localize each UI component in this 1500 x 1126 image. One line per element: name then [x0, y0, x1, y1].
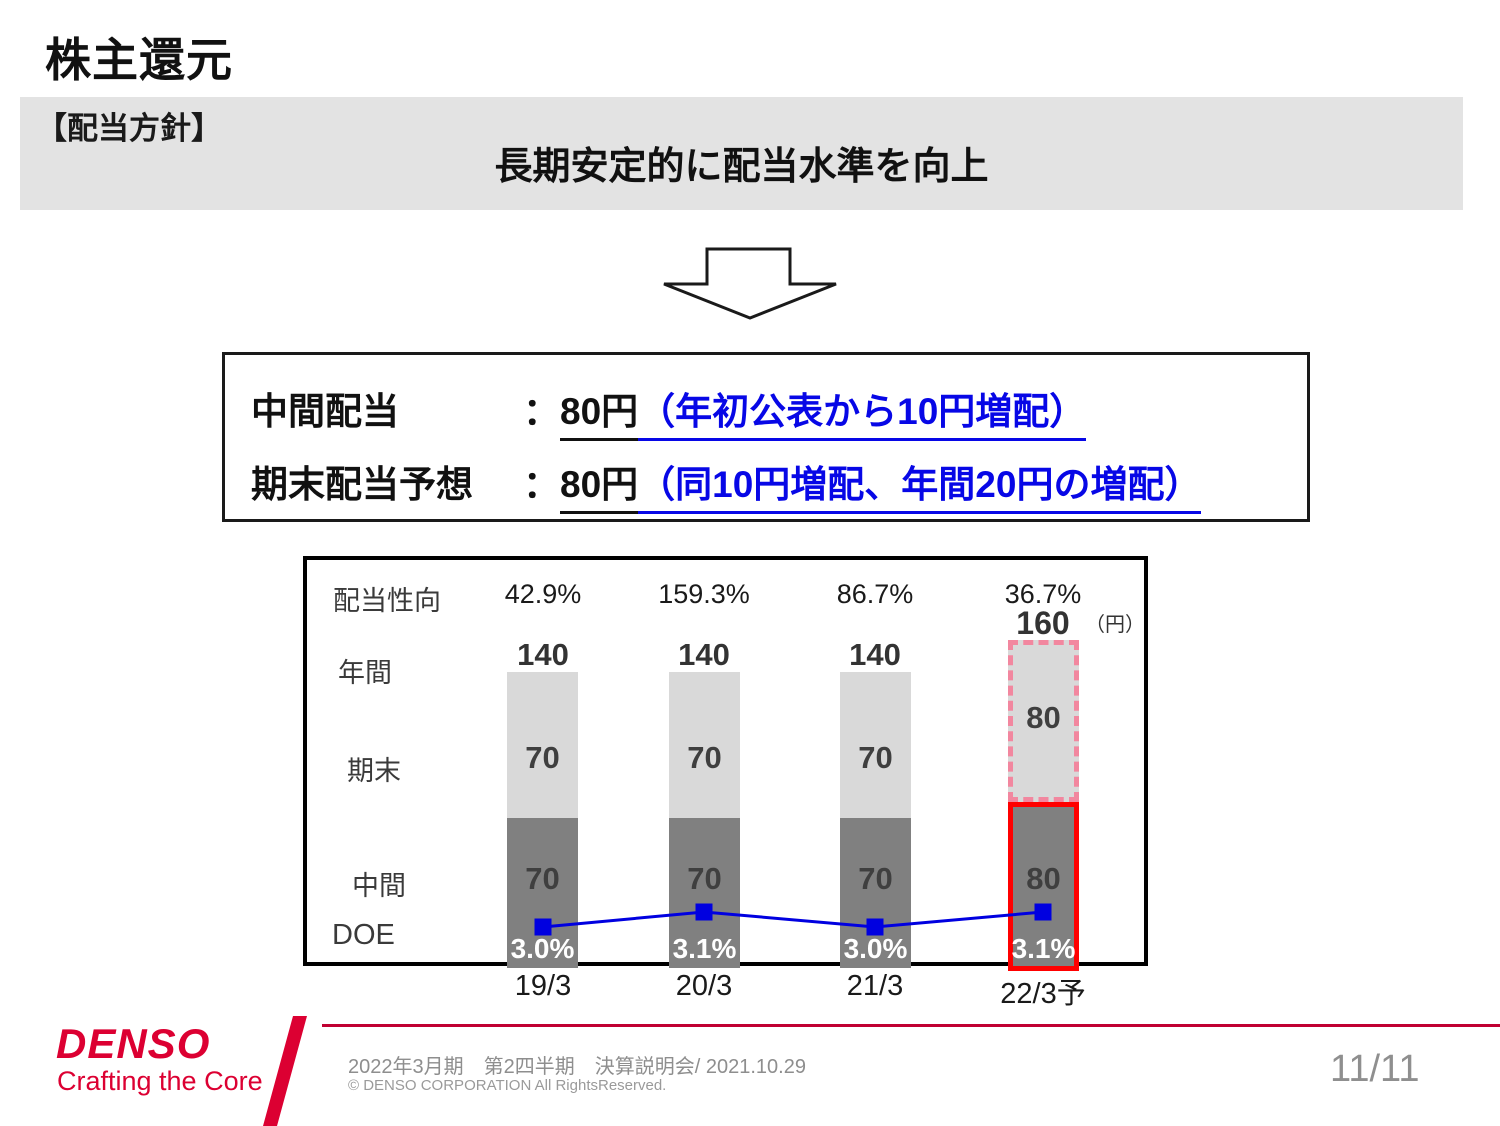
dividend-highlight-box: 中間配当： 80円 （年初公表から10円増配） 期末配当予想： 80円 （同10円増配、…: [222, 352, 1310, 522]
interim-value: 70: [687, 861, 722, 896]
bar-yearend-20-3: [669, 672, 740, 818]
yearend-value: 70: [858, 740, 893, 775]
policy-banner-label: 【配当方針】: [36, 111, 222, 146]
bar-yearend-22-3-forecast: [1008, 640, 1079, 802]
x-axis-label: 20/3: [675, 970, 733, 1002]
bar-yearend-21-3: [840, 672, 911, 818]
doe-value: 3.0%: [843, 933, 908, 964]
interim-dividend-note: （年初公表から10円増配）: [638, 381, 1087, 441]
footer-slash-decoration: [263, 1016, 307, 1126]
annual-total-value: 140: [517, 637, 569, 672]
payout-ratio-value: 159.3%: [658, 579, 750, 609]
yearend-dividend-note: （同10円増配、年間20円の増配）: [638, 454, 1202, 514]
interim-dividend-line: 中間配当 ： 80円 （年初公表から10円増配）: [251, 381, 1087, 441]
bar-interim-21-3: [840, 818, 911, 968]
yearend-value: 70: [687, 740, 722, 775]
colon: ：: [523, 464, 560, 505]
page-title: 株主還元: [45, 34, 233, 86]
interim-value: 70: [858, 861, 893, 896]
interim-value: 70: [525, 861, 560, 896]
annual-total-value: 140: [678, 637, 730, 672]
unit-label: （円）: [1085, 614, 1145, 636]
bar-interim-20-3: [669, 818, 740, 968]
x-axis-label: 19/3: [514, 970, 572, 1002]
bar-yearend-19-3: [507, 672, 578, 818]
interim-dividend-amount: 80円: [560, 381, 639, 441]
footer-copyright: © DENSO CORPORATION All RightsReserved.: [348, 1077, 667, 1094]
yearend-dividend-line: 期末配当予想 ： 80円 （同10円増配、年間20円の増配）: [251, 454, 1202, 514]
row-label-yearend: 期末: [347, 756, 401, 786]
footer-event-text: 2022年3月期 第2四半期 決算説明会/ 2021.10.29: [348, 1056, 806, 1078]
page-number: 11/11: [1330, 1048, 1420, 1090]
doe-value: 3.1%: [672, 933, 737, 964]
row-label-payout-ratio: 配当性向: [333, 586, 441, 616]
policy-banner-message: 長期安定的に配当水準を向上: [494, 146, 989, 188]
row-label-interim: 中間: [352, 871, 406, 901]
x-axis-label: 22/3予: [1000, 978, 1086, 1010]
doe-value: 3.0%: [510, 933, 575, 964]
row-label-annual: 年間: [338, 658, 392, 688]
yearend-dividend-label: 期末配当予想: [251, 464, 473, 505]
annual-total-forecast-value: 160: [1016, 605, 1070, 641]
doe-value: 3.1%: [1011, 933, 1076, 964]
annual-total-value: 140: [849, 637, 901, 672]
policy-banner: 【配当方針】 長期安定的に配当水準を向上: [20, 97, 1463, 210]
interim-dividend-label: 中間配当: [251, 391, 399, 432]
footer-rule: [322, 1024, 1500, 1027]
denso-logo: DENSO: [56, 1020, 211, 1067]
x-axis-label: 21/3: [846, 970, 904, 1002]
denso-tagline: Crafting the Core: [57, 1066, 263, 1096]
payout-ratio-value: 42.9%: [504, 579, 582, 609]
colon: ：: [523, 391, 560, 432]
bar-interim-22-3-forecast: [1008, 802, 1079, 971]
bar-interim-19-3: [507, 818, 578, 968]
row-label-doe: DOE: [332, 919, 395, 951]
down-arrow-icon: [663, 247, 837, 320]
yearend-forecast-value: 80: [1026, 700, 1061, 735]
yearend-dividend-amount: 80円: [560, 454, 639, 514]
interim-forecast-value: 80: [1026, 861, 1061, 896]
dividend-chart: 配当性向 年間 期末 中間 DOE 42.9% 159.3% 86.7% 36.…: [303, 556, 1148, 1010]
yearend-value: 70: [525, 740, 560, 775]
payout-ratio-value: 86.7%: [836, 579, 914, 609]
payout-ratio-value: 36.7%: [1004, 579, 1082, 609]
